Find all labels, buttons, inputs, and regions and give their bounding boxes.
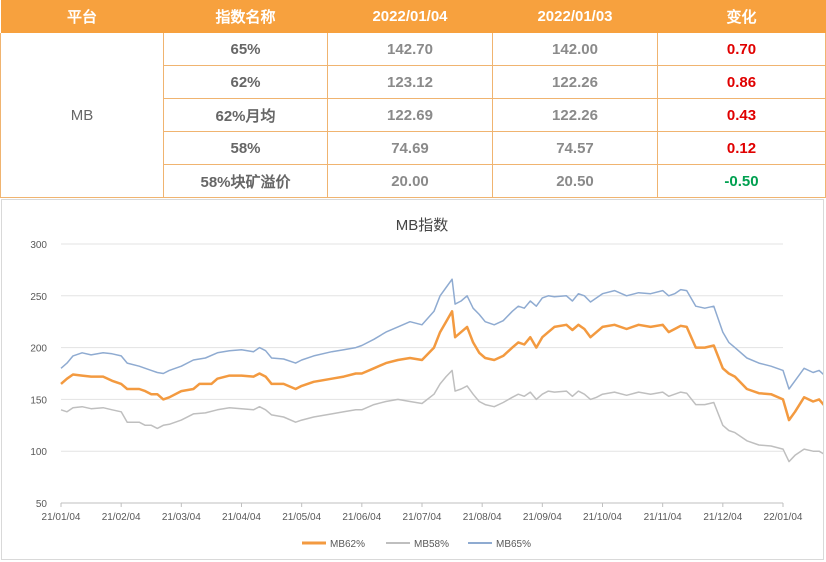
- x-tick-label: 22/01/04: [764, 512, 803, 523]
- x-tick-label: 21/05/04: [282, 512, 321, 523]
- change-cell: 0.12: [657, 131, 826, 165]
- legend-label: MB58%: [414, 539, 449, 550]
- table-row: MB 65% 142.70 142.00 0.70: [0, 33, 826, 198]
- x-tick-label: 21/08/04: [463, 512, 502, 523]
- price-table: 平台 指数名称 2022/01/04 2022/01/03 变化 MB 65% …: [0, 0, 826, 198]
- y-tick-label: 300: [30, 240, 47, 251]
- table-row: 62% 123.12 122.26 0.86: [1, 65, 826, 99]
- index-name-cell: 58%: [163, 131, 328, 165]
- change-cell: 0.86: [657, 65, 826, 99]
- header-date-1: 2022/01/04: [327, 0, 493, 33]
- x-tick-label: 21/01/04: [42, 512, 81, 523]
- x-tick-label: 21/10/04: [583, 512, 622, 523]
- y-tick-label: 50: [36, 499, 48, 510]
- y-tick-label: 150: [30, 395, 47, 406]
- value-date2-cell: 142.00: [492, 33, 658, 66]
- table-header-row: 平台 指数名称 2022/01/04 2022/01/03 变化: [0, 0, 826, 33]
- header-change: 变化: [657, 0, 826, 33]
- change-cell: 0.43: [657, 98, 826, 132]
- x-tick-label: 21/11/04: [644, 512, 683, 523]
- x-tick-label: 21/04/04: [222, 512, 261, 523]
- platform-cell: MB: [0, 33, 164, 198]
- series-line-mb65pct: [60, 278, 823, 390]
- index-name-cell: 62%月均: [163, 98, 328, 132]
- value-date1-cell: 123.12: [327, 65, 493, 99]
- index-name-cell: 62%: [163, 65, 328, 99]
- y-tick-label: 100: [30, 447, 47, 458]
- y-tick-label: 200: [30, 344, 47, 355]
- chart-title: MB指数: [396, 217, 449, 234]
- y-tick-label: 250: [30, 292, 47, 303]
- x-tick-label: 21/12/04: [703, 512, 742, 523]
- x-tick-label: 21/02/04: [102, 512, 141, 523]
- value-date2-cell: 122.26: [492, 65, 658, 99]
- mb-index-chart: MB指数 50 100 150 200 250 300 21/01/04 21/02/04 21/…: [30, 217, 823, 550]
- header-date-2: 2022/01/03: [492, 0, 658, 33]
- value-date2-cell: 122.26: [492, 98, 658, 132]
- series-line-mb58pct: [60, 369, 823, 463]
- header-platform: 平台: [0, 0, 164, 33]
- legend-label: MB62%: [330, 539, 365, 550]
- table-row: 58%块矿溢价 20.00 20.50 -0.50: [1, 164, 826, 198]
- x-tick-label: 21/06/04: [342, 512, 381, 523]
- table-row: 62%月均 122.69 122.26 0.43: [1, 98, 826, 132]
- index-name-cell: 58%块矿溢价: [163, 164, 328, 198]
- x-tick-label: 21/07/04: [403, 512, 442, 523]
- legend-label: MB65%: [496, 539, 531, 550]
- change-cell: 0.70: [657, 33, 826, 66]
- table-row: 58% 74.69 74.57 0.12: [1, 131, 826, 165]
- index-name-cell: 65%: [163, 33, 328, 66]
- header-index-name: 指数名称: [163, 0, 328, 33]
- x-tick-label: 21/03/04: [162, 512, 201, 523]
- chart-container: MB指数 50 100 150 200 250 300 21/01/04 21/02/04 21/…: [1, 199, 824, 560]
- value-date2-cell: 20.50: [492, 164, 658, 198]
- value-date2-cell: 74.57: [492, 131, 658, 165]
- value-date1-cell: 20.00: [327, 164, 493, 198]
- series-line-mb62pct: [60, 310, 823, 422]
- value-date1-cell: 122.69: [327, 98, 493, 132]
- x-tick-label: 21/09/04: [523, 512, 562, 523]
- value-date1-cell: 142.70: [327, 33, 493, 66]
- change-cell: -0.50: [657, 164, 826, 198]
- value-date1-cell: 74.69: [327, 131, 493, 165]
